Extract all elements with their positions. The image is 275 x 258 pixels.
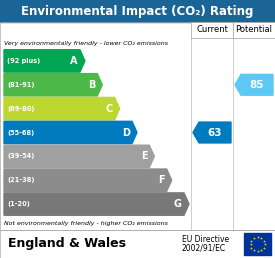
- Bar: [0, 22, 275, 230]
- Bar: [0, 0, 275, 22]
- Polygon shape: [4, 74, 102, 96]
- Polygon shape: [4, 169, 172, 191]
- Text: (39-54): (39-54): [7, 153, 34, 159]
- Text: (92 plus): (92 plus): [7, 58, 40, 64]
- Bar: [244, 233, 271, 255]
- Polygon shape: [4, 98, 120, 120]
- Text: Potential: Potential: [235, 26, 273, 35]
- Text: Current: Current: [196, 26, 228, 35]
- Text: EU Directive: EU Directive: [182, 236, 229, 245]
- Text: 2002/91/EC: 2002/91/EC: [182, 244, 226, 253]
- Bar: [233, 22, 275, 38]
- Bar: [0, 230, 275, 258]
- Bar: [191, 22, 233, 38]
- Text: C: C: [105, 104, 113, 114]
- Polygon shape: [235, 74, 273, 95]
- Polygon shape: [4, 145, 154, 167]
- Polygon shape: [193, 122, 231, 143]
- Text: G: G: [174, 199, 182, 209]
- Text: B: B: [88, 80, 95, 90]
- Polygon shape: [4, 193, 189, 215]
- Text: D: D: [122, 127, 130, 138]
- Text: F: F: [158, 175, 165, 185]
- Text: (81-91): (81-91): [7, 82, 34, 88]
- Text: (21-38): (21-38): [7, 177, 34, 183]
- Text: E: E: [141, 151, 147, 161]
- Polygon shape: [4, 50, 85, 72]
- Text: (1-20): (1-20): [7, 201, 30, 207]
- Text: (55-68): (55-68): [7, 130, 34, 135]
- Text: (69-80): (69-80): [7, 106, 34, 112]
- Text: 85: 85: [250, 80, 264, 90]
- Text: England & Wales: England & Wales: [8, 238, 126, 251]
- Text: Not environmentally friendly - higher CO₂ emissions: Not environmentally friendly - higher CO…: [4, 221, 168, 225]
- Polygon shape: [4, 121, 137, 144]
- Text: Very environmentally friendly - lower CO₂ emissions: Very environmentally friendly - lower CO…: [4, 41, 168, 46]
- Text: 63: 63: [208, 127, 222, 138]
- Text: Environmental Impact (CO₂) Rating: Environmental Impact (CO₂) Rating: [21, 4, 254, 18]
- Text: A: A: [70, 56, 78, 66]
